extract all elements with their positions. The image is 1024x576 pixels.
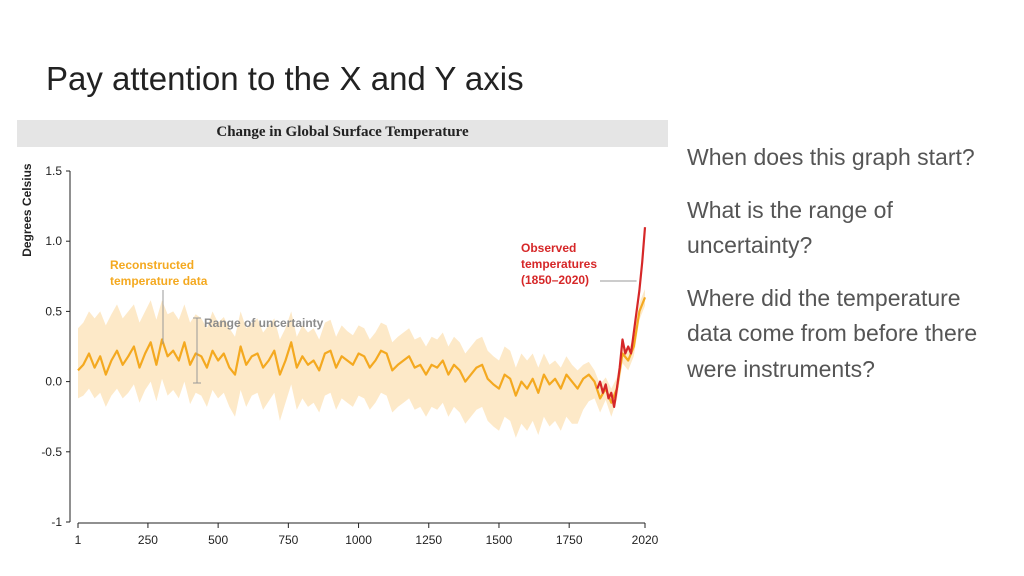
x-tick-label: 500 — [208, 533, 228, 547]
y-tick-label: -0.5 — [41, 445, 62, 459]
uncertainty-label: Range of uncertainty — [204, 316, 324, 330]
observed-temperature-line — [596, 227, 647, 408]
observed-label-line-1: Observed — [521, 241, 576, 255]
x-tick-label: 2020 — [632, 533, 659, 547]
chart-title-banner: Change in Global Surface Temperature — [17, 120, 668, 147]
x-tick-label: 1000 — [345, 533, 372, 547]
x-tick-label: 1500 — [486, 533, 513, 547]
observed-label-line-2: temperatures — [521, 257, 597, 271]
chart-title: Change in Global Surface Temperature — [216, 124, 469, 140]
y-tick-label: 0.0 — [45, 375, 62, 389]
x-tick-label: 250 — [138, 533, 158, 547]
y-tick-label: -1 — [51, 515, 62, 529]
observed-label-line-3: (1850–2020) — [521, 273, 589, 287]
y-axis-label: Degrees Celsius — [20, 163, 34, 257]
uncertainty-band — [78, 288, 645, 438]
x-tick-label: 1750 — [556, 533, 583, 547]
x-tick-label: 1 — [75, 533, 82, 547]
x-tick-label: 1250 — [415, 533, 442, 547]
reconstructed-label-line-1: Reconstructed — [110, 258, 194, 272]
question-start: When does this graph start? — [687, 144, 975, 170]
y-tick-label: 1.0 — [45, 234, 62, 248]
slide-title: Pay attention to the X and Y axis — [46, 60, 524, 97]
question-data-source: Where did the temperature data come from… — [687, 284, 978, 382]
y-tick-label: 1.5 — [45, 164, 62, 178]
reconstructed-label-line-2: temperature data — [110, 274, 208, 288]
question-list: When does this graph start? What is the … — [687, 140, 987, 404]
question-uncertainty: What is the range of uncertainty? — [687, 196, 893, 259]
reconstructed-temperature-line — [77, 296, 647, 404]
y-tick-label: 0.5 — [45, 304, 62, 318]
x-tick-label: 750 — [278, 533, 298, 547]
